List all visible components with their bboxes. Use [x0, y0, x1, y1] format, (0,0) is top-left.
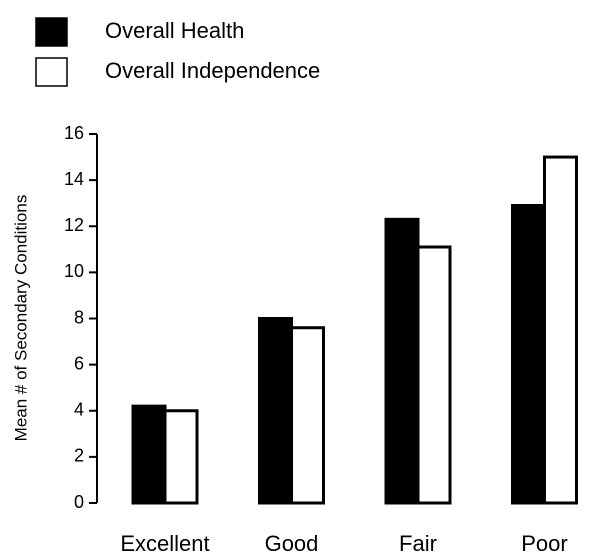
bar	[163, 409, 199, 505]
x-tick-label: Fair	[399, 531, 437, 554]
y-tick-label: 6	[74, 353, 84, 373]
y-tick-label: 8	[74, 307, 84, 327]
legend-swatch	[35, 57, 68, 87]
bar	[384, 217, 420, 505]
bar	[131, 404, 167, 505]
legend-label: Overall Health	[105, 18, 244, 43]
legend-label: Overall Independence	[105, 58, 320, 83]
legend-swatch	[35, 17, 68, 47]
y-tick-label: 2	[74, 446, 84, 466]
y-tick-label: 0	[74, 492, 84, 512]
bar	[543, 155, 578, 505]
y-tick-label: 12	[64, 215, 84, 235]
y-axis-label: Mean # of Secondary Conditions	[11, 195, 30, 442]
x-tick-label: Poor	[521, 531, 567, 554]
bar	[258, 317, 293, 505]
y-tick-label: 14	[64, 169, 84, 189]
x-tick-label: Excellent	[120, 531, 209, 554]
bar	[416, 245, 452, 505]
bar	[511, 203, 546, 505]
x-tick-label: Good	[265, 531, 319, 554]
bar	[290, 326, 325, 505]
y-tick-label: 10	[64, 261, 84, 281]
y-tick-label: 4	[74, 400, 84, 420]
y-tick-label: 16	[64, 123, 84, 143]
